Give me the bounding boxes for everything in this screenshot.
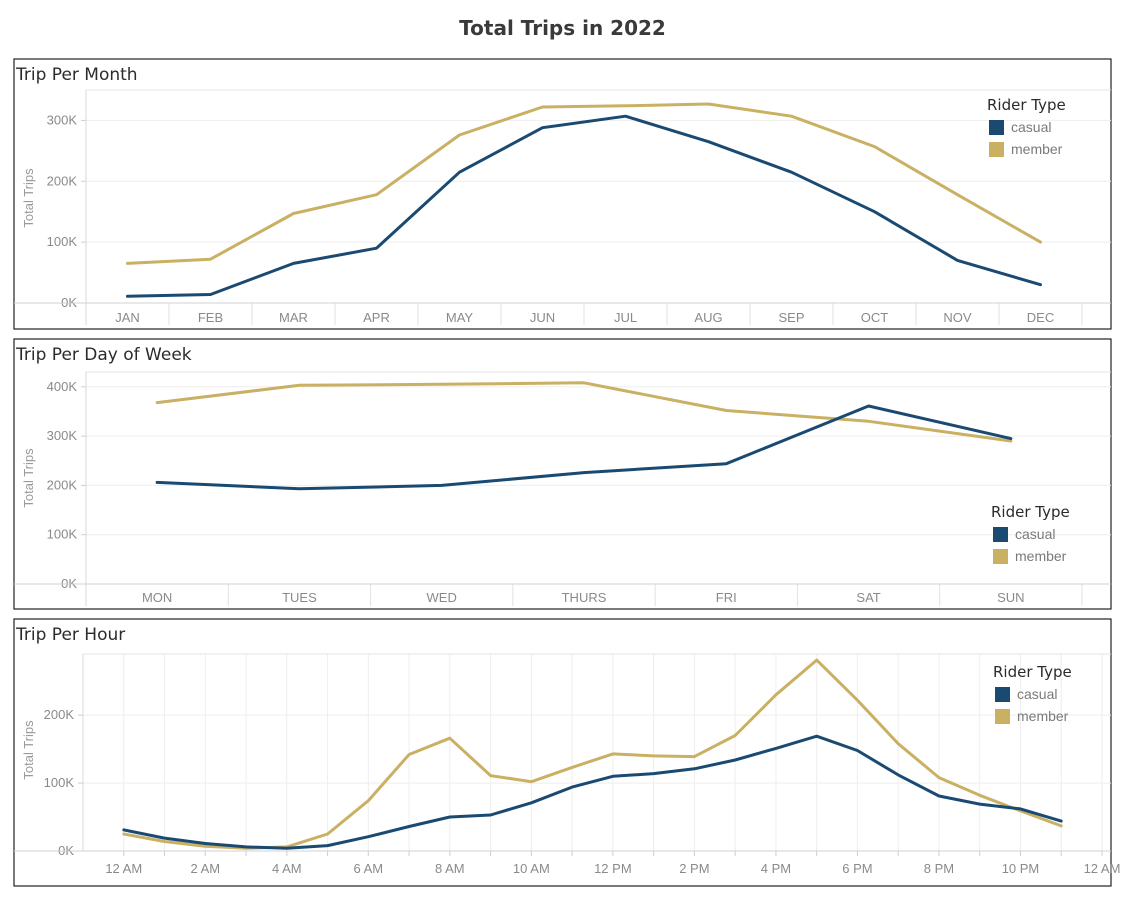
chart-panel-2: Trip Per Day of Week MON TUES WED THURS FRI SA… [13,338,1112,610]
legend-swatch-member [989,142,1004,157]
legend-label-member: member [1017,708,1069,724]
x-tick-label: SEP [778,310,804,325]
x-tick-label: 8 PM [924,861,954,876]
series-line-member [122,658,1063,850]
chart-panel-1: Trip Per Month JAN FEB MAR APR MAY JUN JUL AUG SE… [13,58,1112,330]
x-tick-label: THURS [562,590,607,605]
legend-title: Rider Type [987,96,1066,114]
y-tick-label: 100K [47,234,78,249]
x-tick-label: NOV [943,310,972,325]
x-tick-label: TUES [282,590,317,605]
y-tick-label: 100K [44,775,75,790]
series-line-casual [126,114,1042,298]
legend-swatch-casual [993,527,1008,542]
x-tick-label: DEC [1027,310,1054,325]
x-tick-label: AUG [694,310,722,325]
x-tick-label: OCT [861,310,889,325]
x-tick-label: 2 AM [190,861,220,876]
x-tick-label: FRI [716,590,737,605]
legend-title: Rider Type [993,663,1072,681]
series-line-member [155,381,1013,443]
legend-label-casual: casual [1011,119,1051,135]
y-tick-label: 200K [44,707,75,722]
x-tick-label: MON [142,590,172,605]
legend-swatch-casual [989,120,1004,135]
y-tick-label: 400K [47,379,78,394]
legend-swatch-member [995,709,1010,724]
panel-border [13,58,1112,330]
chart-panel-3: Trip Per Hour 12 AM 2 AM 4 AM 6 AM 8 AM 10 AM 1… [13,618,1121,887]
x-tick-label: 12 PM [594,861,632,876]
x-tick-label: WED [427,590,457,605]
x-tick-label: 12 AM [105,861,142,876]
y-axis-label: Total Trips [21,168,36,228]
y-tick-label: 300K [47,428,78,443]
y-axis-label: Total Trips [21,720,36,780]
y-tick-label: 200K [47,173,78,188]
series-line-casual [122,734,1063,850]
x-tick-label: SUN [997,590,1024,605]
x-tick-label: 6 AM [354,861,384,876]
x-tick-label: MAR [279,310,308,325]
legend-label-casual: casual [1015,526,1055,542]
legend-label-member: member [1015,548,1067,564]
panel-title: Trip Per Month [15,65,138,85]
x-tick-label: JUL [614,310,637,325]
x-tick-label: 10 AM [513,861,550,876]
panel-border [13,338,1112,610]
series-line-casual [155,404,1013,491]
x-tick-label: JUN [530,310,555,325]
y-tick-label: 100K [47,527,78,542]
legend-label-casual: casual [1017,686,1057,702]
x-tick-label: 4 PM [761,861,791,876]
panel-title: Trip Per Day of Week [15,345,192,365]
legend-label-member: member [1011,141,1063,157]
x-tick-label: JAN [115,310,140,325]
x-tick-label: 8 AM [435,861,465,876]
series-line-member [126,102,1042,265]
y-tick-label: 200K [47,477,78,492]
panel-title: Trip Per Hour [15,625,125,645]
x-tick-label: 6 PM [842,861,872,876]
y-tick-label: 300K [47,112,78,127]
y-axis-label: Total Trips [21,448,36,508]
legend-swatch-casual [995,687,1010,702]
x-tick-label: APR [363,310,390,325]
x-tick-label: 12 AM [1084,861,1121,876]
x-tick-label: 10 PM [1002,861,1040,876]
x-tick-label: 2 PM [679,861,709,876]
page-title: Total Trips in 2022 [459,16,666,40]
x-tick-label: 4 AM [272,861,302,876]
panel-border [13,618,1112,887]
x-tick-label: MAY [446,310,474,325]
legend-swatch-member [993,549,1008,564]
x-tick-label: SAT [856,590,880,605]
legend-title: Rider Type [991,503,1070,521]
x-tick-label: FEB [198,310,223,325]
